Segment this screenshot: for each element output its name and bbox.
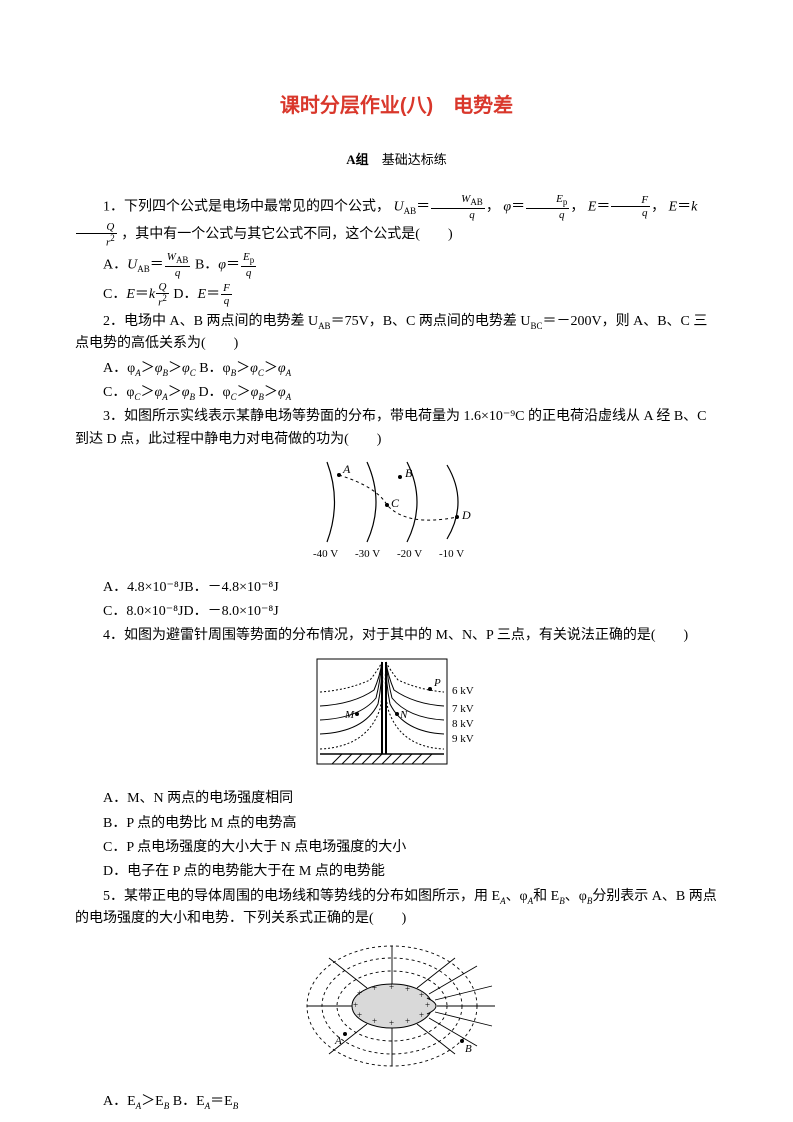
- svg-text:M: M: [344, 709, 355, 721]
- q1-stem: 1．下列四个公式是电场中最常见的四个公式， UAB＝WABq， φ＝Epq， E…: [75, 193, 718, 249]
- svg-text:-20 V: -20 V: [397, 548, 422, 560]
- svg-text:+: +: [353, 1000, 358, 1010]
- svg-text:A: A: [342, 462, 351, 476]
- svg-text:+: +: [405, 1016, 410, 1026]
- svg-text:+: +: [405, 984, 410, 994]
- svg-text:+: +: [357, 988, 362, 998]
- q3-options-ab: A．4.8×10⁻⁸JB．－4.8×10⁻⁸J: [75, 577, 718, 599]
- section-subtitle: A组 基础达标练: [75, 150, 718, 171]
- q2-stem: 2．电场中 A、B 两点间的电势差 UAB＝75V，B、C 两点间的电势差 UB…: [75, 311, 718, 356]
- group-desc: 基础达标练: [382, 152, 447, 167]
- svg-text:A: A: [334, 1035, 342, 1047]
- svg-text:+: +: [389, 982, 394, 992]
- q4-optD: D．电子在 P 点的电势能大于在 M 点的电势能: [75, 861, 718, 883]
- svg-text:-30 V: -30 V: [355, 548, 380, 560]
- q5-stem: 5．某带正电的导体周围的电场线和等势线的分布如图所示，用 EA、φA和 EB、φ…: [75, 886, 718, 931]
- q5-options-ab: A．EA＞EB B．EA＝EB: [75, 1091, 718, 1113]
- group-label: A组: [346, 152, 368, 167]
- q5-figure: +++ +++ +++ +++ A B: [75, 936, 718, 1084]
- svg-text:B: B: [465, 1043, 472, 1055]
- svg-text:D: D: [461, 508, 471, 522]
- svg-text:+: +: [357, 1010, 362, 1020]
- svg-text:8 kV: 8 kV: [452, 718, 474, 730]
- svg-text:N: N: [399, 709, 408, 721]
- q3-figure: A B C D -40 V -30 V -20 V -10 V: [75, 457, 718, 570]
- svg-text:C: C: [391, 496, 400, 510]
- q1-options-cd: C．E＝kQr2 D．E＝Fq: [75, 281, 718, 309]
- svg-text:P: P: [433, 677, 441, 689]
- q2-options-cd: C．φC＞φA＞φB D．φC＞φB＞φA: [75, 382, 718, 404]
- svg-text:-40 V: -40 V: [313, 548, 338, 560]
- svg-text:+: +: [372, 1016, 377, 1026]
- svg-text:+: +: [372, 983, 377, 993]
- q4-stem: 4．如图为避雷针周围等势面的分布情况，对于其中的 M、N、P 三点，有关说法正确…: [75, 625, 718, 647]
- q4-optB: B．P 点的电势比 M 点的电势高: [75, 813, 718, 835]
- page-title: 课时分层作业(八) 电势差: [75, 90, 718, 122]
- q4-optC: C．P 点电场强度的大小大于 N 点电场强度的大小: [75, 837, 718, 859]
- q3-stem: 3．如图所示实线表示某静电场等势面的分布，带电荷量为 1.6×10⁻⁹C 的正电…: [75, 406, 718, 451]
- svg-text:+: +: [425, 1000, 430, 1010]
- svg-text:9 kV: 9 kV: [452, 733, 474, 745]
- svg-text:7 kV: 7 kV: [452, 703, 474, 715]
- svg-text:+: +: [419, 990, 424, 1000]
- svg-text:-10 V: -10 V: [439, 548, 464, 560]
- svg-text:+: +: [389, 1018, 394, 1028]
- q2-options-ab: A．φA＞φB＞φC B．φB＞φC＞φA: [75, 358, 718, 380]
- q3-options-cd: C．8.0×10⁻⁸JD．－8.0×10⁻⁸J: [75, 601, 718, 623]
- q4-optA: A．M、N 两点的电场强度相同: [75, 788, 718, 810]
- svg-text:B: B: [405, 466, 413, 480]
- q1-options-ab: A．UAB＝WABq B．φ＝Epq: [75, 251, 718, 279]
- svg-text:+: +: [419, 1010, 424, 1020]
- svg-text:6 kV: 6 kV: [452, 685, 474, 697]
- q4-figure: M N P 6 kV 7 kV 8 kV 9 kV: [75, 654, 718, 782]
